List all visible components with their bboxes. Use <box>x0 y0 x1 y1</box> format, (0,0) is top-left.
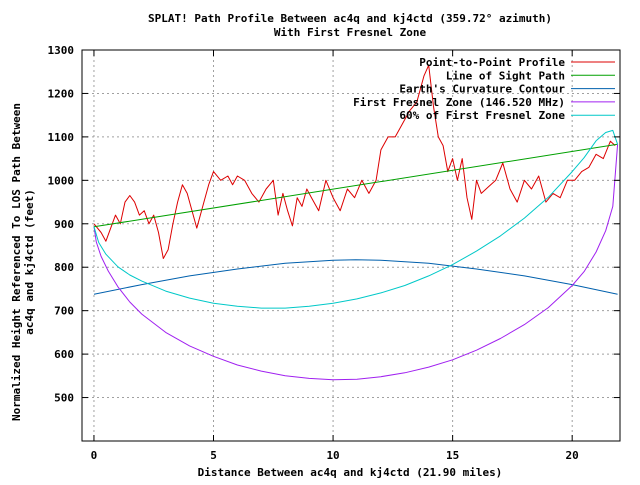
series-line-earth-s-curvature-contour <box>93 259 618 295</box>
y-tick-label: 700 <box>54 305 74 318</box>
legend-label: Point-to-Point Profile <box>419 56 565 69</box>
y-axis-label-line-1: Normalized Height Referenced To LOS Path… <box>10 103 23 421</box>
legend-label: Earth's Curvature Contour <box>399 83 565 96</box>
series-line-line-of-sight-path <box>93 143 618 228</box>
legend-label: 60% of First Fresnel Zone <box>399 109 565 122</box>
y-tick-label: 600 <box>54 348 74 361</box>
series-line-60-of-first-fresnel-zone <box>93 129 619 309</box>
y-tick-label: 500 <box>54 392 74 405</box>
y-tick-label: 1000 <box>48 174 75 187</box>
plot-frame <box>81 49 621 442</box>
legend-label: Line of Sight Path <box>446 69 565 82</box>
y-tick-label: 1300 <box>48 44 75 57</box>
y-tick-label: 1100 <box>48 131 75 144</box>
x-axis-label: Distance Between ac4q and kj4ctd (21.90 … <box>198 466 503 479</box>
y-tick-label: 1200 <box>48 87 75 100</box>
y-tick-label: 900 <box>54 218 74 231</box>
chart-title: SPLAT! Path Profile Between ac4q and kj4… <box>148 12 552 25</box>
axis-ticks: 0 5 10 15 20 500 600 700 800 900 1000 1100 1200 1300 <box>48 44 620 462</box>
x-tick-label: 15 <box>446 449 459 462</box>
y-axis-label-line-2: ac4q and kj4ctd (feet) <box>23 189 36 335</box>
y-tick-label: 800 <box>54 261 74 274</box>
legend-label: First Fresnel Zone (146.520 MHz) <box>353 96 565 109</box>
x-tick-label: 10 <box>326 449 339 462</box>
series-layer <box>93 64 619 381</box>
series-line-point-to-point-profile <box>93 64 616 259</box>
chart-subtitle: With First Fresnel Zone <box>274 26 427 39</box>
x-tick-label: 0 <box>91 449 98 462</box>
series-line-first-fresnel-zone-146-520-mhz <box>93 144 619 381</box>
x-tick-label: 20 <box>566 449 579 462</box>
y-axis-label: Normalized Height Referenced To LOS Path… <box>10 103 36 421</box>
x-tick-label: 5 <box>210 449 217 462</box>
